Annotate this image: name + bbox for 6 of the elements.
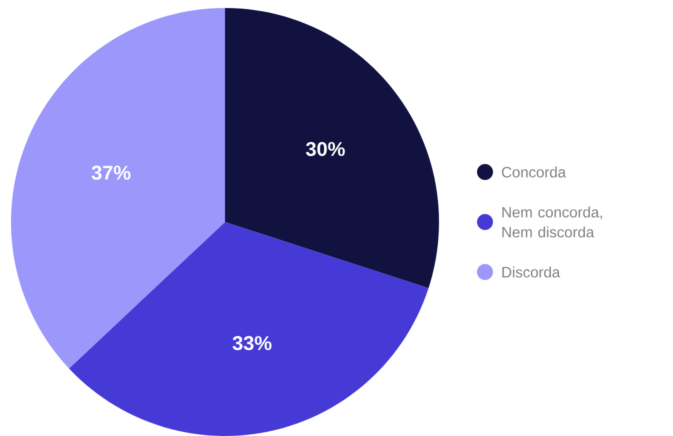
data-label: 30% xyxy=(306,142,345,156)
data-label: 33% xyxy=(232,336,272,350)
legend-label: Nem concorda, Nem discorda xyxy=(502,206,602,238)
legend-label: Concorda xyxy=(502,166,566,178)
legend-label: Discorda xyxy=(502,266,560,278)
data-label: 37% xyxy=(92,166,130,180)
